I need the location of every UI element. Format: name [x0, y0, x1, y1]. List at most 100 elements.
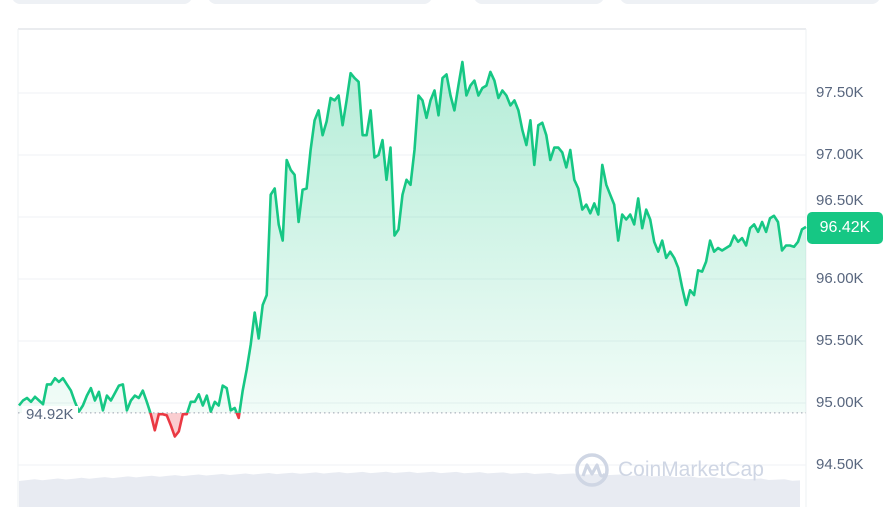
price-point [473, 79, 476, 82]
price-point [509, 104, 512, 107]
price-point [21, 399, 24, 402]
price-point [309, 149, 312, 152]
price-point [401, 193, 404, 196]
price-point [617, 239, 620, 242]
top-card-2[interactable] [208, 0, 432, 4]
price-point [381, 139, 384, 142]
price-point [269, 193, 272, 196]
price-point [757, 230, 760, 233]
price-point [421, 99, 424, 102]
price-point [441, 77, 444, 80]
price-point [705, 260, 708, 263]
price-point [241, 389, 244, 392]
price-point [629, 213, 632, 216]
price-point [577, 187, 580, 190]
price-point [245, 368, 248, 371]
price-point [305, 187, 308, 190]
price-point [477, 94, 480, 97]
price-point [25, 397, 28, 400]
price-point [797, 240, 800, 243]
price-point [225, 387, 228, 390]
price-point [589, 212, 592, 215]
price-point [517, 109, 520, 112]
price-point [125, 409, 128, 412]
price-point [29, 400, 32, 403]
price-point [57, 380, 60, 383]
price-point [153, 429, 156, 432]
coinmarketcap-watermark: CoinMarketCap [574, 452, 764, 488]
price-point [537, 124, 540, 127]
price-point [741, 237, 744, 240]
price-point [113, 392, 116, 395]
price-point [18, 404, 21, 407]
price-point [673, 256, 676, 259]
price-point [313, 119, 316, 122]
price-point [81, 404, 84, 407]
price-point [661, 239, 664, 242]
price-point [289, 168, 292, 171]
price-point [433, 89, 436, 92]
price-point [97, 390, 100, 393]
price-point [769, 217, 772, 220]
y-tick-label: 96.00K [816, 270, 864, 287]
price-point [753, 223, 756, 226]
price-point [733, 234, 736, 237]
price-point [469, 84, 472, 87]
y-tick-label: 97.50K [816, 84, 864, 101]
price-point [497, 96, 500, 99]
top-card-4[interactable] [620, 0, 880, 4]
price-point [273, 187, 276, 190]
price-point [501, 89, 504, 92]
price-point [785, 244, 788, 247]
top-card-1[interactable] [12, 0, 192, 4]
price-point [61, 377, 64, 380]
price-point [341, 124, 344, 127]
price-point [185, 413, 188, 416]
price-point [761, 220, 764, 223]
y-tick-label: 94.50K [816, 456, 864, 473]
price-point [361, 134, 364, 137]
price-point [237, 416, 240, 419]
price-point [649, 218, 652, 221]
price-point [461, 61, 464, 64]
price-point [377, 154, 380, 157]
price-point [489, 70, 492, 73]
price-point [429, 99, 432, 102]
price-point [689, 289, 692, 292]
price-point [149, 413, 152, 416]
price-point [345, 99, 348, 102]
price-point [145, 400, 148, 403]
price-point [85, 394, 88, 397]
price-point [89, 387, 92, 390]
price-point [77, 410, 80, 413]
price-point [681, 286, 684, 289]
price-point [801, 228, 804, 231]
price-point [525, 144, 528, 147]
price-point [397, 228, 400, 231]
baseline-label: 94.92K [22, 406, 78, 423]
price-point [513, 99, 516, 102]
top-card-3[interactable] [474, 0, 604, 4]
price-point [229, 409, 232, 412]
price-point [437, 114, 440, 117]
price-point [529, 119, 532, 122]
price-point [657, 250, 660, 253]
price-point [573, 178, 576, 181]
price-point [453, 109, 456, 112]
price-point [597, 213, 600, 216]
price-point [133, 394, 136, 397]
price-point [653, 240, 656, 243]
price-point [221, 384, 224, 387]
current-price-badge: 96.42K [807, 212, 883, 244]
price-point [481, 87, 484, 90]
price-point [417, 94, 420, 97]
area-fill-below-baseline [150, 412, 240, 437]
price-point [69, 389, 72, 392]
price-point [373, 156, 376, 159]
price-point [93, 399, 96, 402]
price-point [389, 146, 392, 149]
y-tick-label: 95.50K [816, 332, 864, 349]
price-point [721, 249, 724, 252]
price-point [545, 134, 548, 137]
